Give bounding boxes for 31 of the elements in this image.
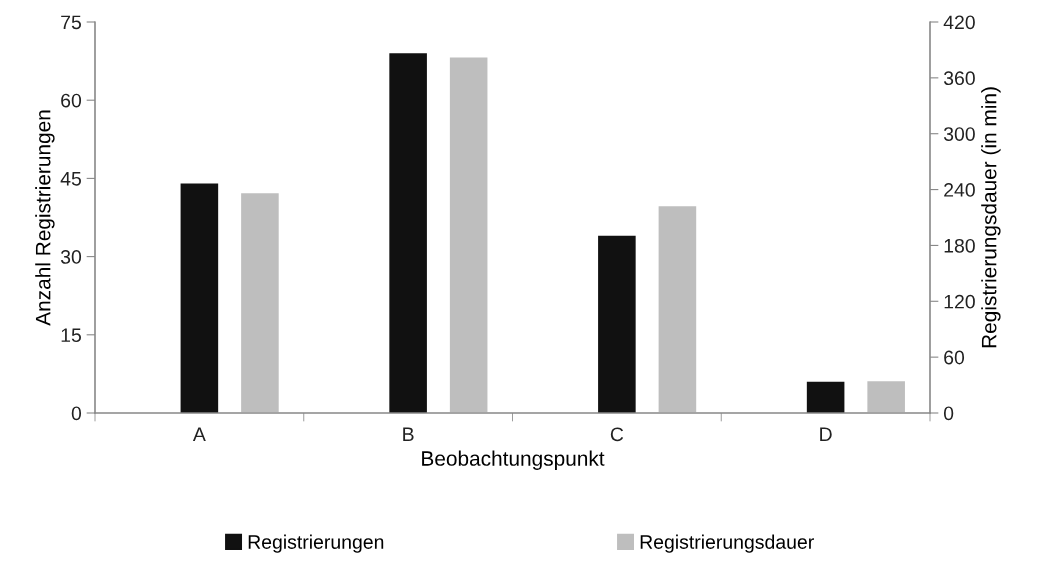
bar [806,381,845,413]
x-tick-label: A [192,427,206,441]
bar [658,206,697,413]
y2-tick-label: 180 [944,238,975,253]
y2-tick-label: 300 [943,127,975,141]
y2-tick-label: 60 [944,350,965,365]
y2-tick-label: 360 [943,71,975,86]
y-tick-label: 30 [60,250,82,264]
x-tick-label: C [610,427,624,442]
y-axis-title: Anzahl Registrierungen [35,110,55,326]
bar [241,193,279,413]
bar [867,381,905,413]
bar [598,235,636,413]
y-tick-label: 75 [61,15,81,30]
y-tick-label: 60 [61,93,82,108]
bar [180,183,219,413]
y-tick-label: 45 [60,172,81,186]
y2-tick-label: 420 [943,15,975,30]
legend-label: Registrierungsdauer [640,534,814,553]
y-tick-label: 0 [71,406,82,421]
y2-tick-label: 0 [943,406,954,421]
bar [449,57,488,413]
y2-axis-title: Registrierungsdauer (in min) [981,87,1001,348]
bar [389,53,427,413]
y-tick-label: 15 [61,328,81,343]
y2-tick-label: 240 [944,183,975,197]
legend-label: Registrierungen [248,534,384,553]
x-tick-label: B [403,427,414,441]
y2-tick-label: 120 [944,294,975,309]
x-axis-title: Beobachtungspunkt [422,450,605,470]
x-tick-label: D [820,427,832,441]
